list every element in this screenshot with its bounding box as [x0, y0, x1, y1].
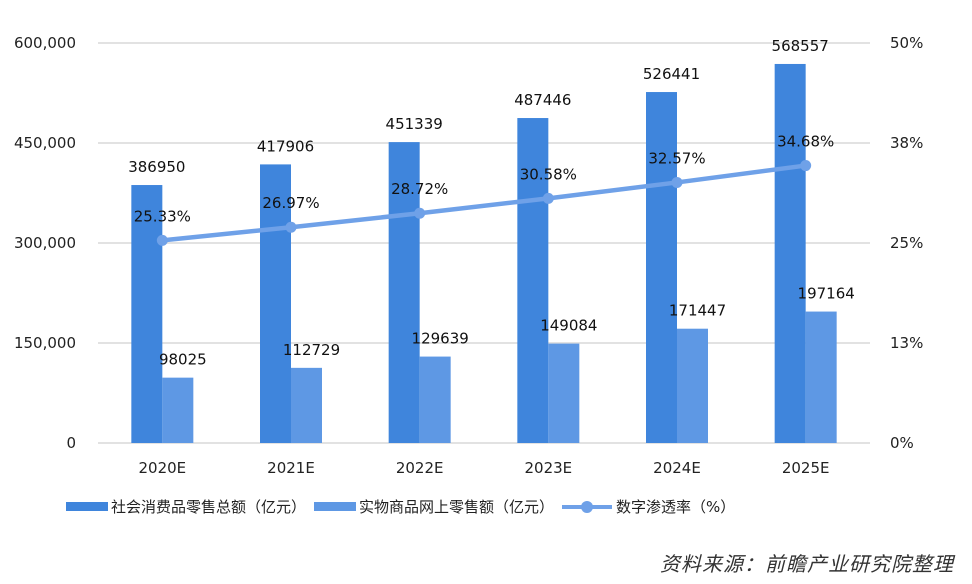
data-label-penetration: 26.97%: [262, 194, 319, 212]
bar-online-retail: [548, 343, 580, 443]
bar-retail-total: [131, 185, 163, 444]
legend-swatch: [314, 502, 357, 511]
point-penetration: [800, 160, 812, 172]
y-right-tick-label: 38%: [890, 134, 923, 152]
y-left-tick-label: 150,000: [14, 334, 76, 352]
y-left-tick-label: 0: [66, 434, 76, 452]
bar-online-retail: [419, 356, 451, 443]
y-right-tick-label: 50%: [890, 34, 923, 52]
legend: 社会消费品零售总额（亿元） 实物商品网上零售额（亿元） 数字渗透率（%）: [66, 496, 743, 517]
bar-online-retail: [677, 328, 708, 443]
legend-label: 社会消费品零售总额（亿元）: [111, 498, 307, 516]
point-penetration: [285, 221, 297, 233]
x-tick-label: 2022E: [396, 459, 444, 477]
y-left-tick-label: 450,000: [14, 134, 76, 152]
bar-online-retail: [162, 377, 194, 443]
bar-online-retail: [291, 367, 322, 443]
legend-label: 数字渗透率（%）: [616, 498, 736, 516]
y-left-tick-label: 300,000: [14, 234, 76, 252]
point-penetration: [156, 234, 168, 246]
data-label-retail-total: 451339: [386, 115, 443, 133]
legend-item-penetration: 数字渗透率（%）: [562, 496, 735, 517]
source-note: 资料来源：前瞻产业研究院整理: [660, 552, 954, 576]
chart-plot: 0 0% 150,000 13% 300,000 25% 450,000 38% 600,000…: [14, 34, 923, 477]
data-label-penetration: 30.58%: [520, 165, 577, 183]
data-label-online-retail: 112729: [283, 341, 340, 359]
legend-item-retail-total: 社会消费品零售总额（亿元）: [66, 496, 306, 517]
y-right-tick-label: 25%: [890, 234, 923, 252]
data-label-retail-total: 417906: [257, 137, 314, 155]
data-label-penetration: 25.33%: [134, 207, 191, 225]
data-label-penetration: 28.72%: [391, 180, 448, 198]
data-label-online-retail: 149084: [540, 317, 597, 335]
bar-retail-total: [517, 118, 549, 443]
bar-retail-total: [774, 63, 806, 443]
y-left-tick-label: 600,000: [14, 34, 76, 52]
y-right-tick-label: 0%: [890, 434, 914, 452]
data-label-online-retail: 197164: [798, 285, 855, 303]
legend-line-marker: [562, 500, 613, 513]
x-tick-label: 2021E: [267, 459, 315, 477]
data-label-online-retail: 129639: [412, 330, 469, 348]
data-label-penetration: 32.57%: [648, 149, 705, 167]
bar-retail-total: [646, 92, 677, 443]
x-tick-label: 2025E: [782, 459, 830, 477]
x-tick-label: 2020E: [139, 459, 187, 477]
legend-label: 实物商品网上零售额（亿元）: [359, 498, 555, 516]
bar-retail-total: [388, 142, 420, 443]
data-label-penetration: 34.68%: [777, 133, 834, 151]
data-label-retail-total: 526441: [643, 65, 700, 83]
legend-swatch: [66, 502, 108, 511]
data-label-online-retail: 98025: [159, 351, 207, 369]
x-tick-label: 2024E: [653, 459, 701, 477]
bar-retail-total: [260, 164, 291, 443]
point-penetration: [414, 207, 426, 219]
data-label-retail-total: 386950: [128, 158, 185, 176]
point-penetration: [542, 192, 554, 204]
x-tick-label: 2023E: [525, 459, 573, 477]
data-label-retail-total: 568557: [772, 37, 829, 55]
point-penetration: [671, 176, 683, 188]
data-label-online-retail: 171447: [669, 302, 726, 320]
line-penetration: [162, 163, 806, 243]
bar-online-retail: [805, 311, 837, 443]
y-right-tick-label: 13%: [890, 334, 923, 352]
legend-item-online-retail: 实物商品网上零售额（亿元）: [314, 496, 554, 517]
data-label-retail-total: 487446: [514, 91, 571, 109]
